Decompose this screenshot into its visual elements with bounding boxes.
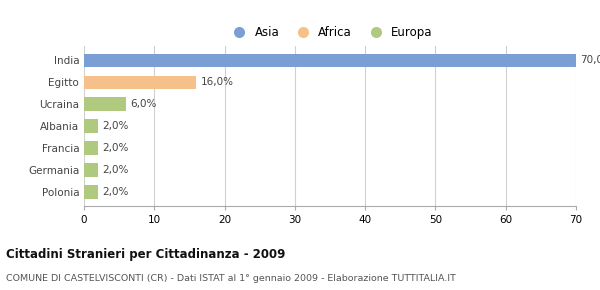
Text: COMUNE DI CASTELVISCONTI (CR) - Dati ISTAT al 1° gennaio 2009 - Elaborazione TUT: COMUNE DI CASTELVISCONTI (CR) - Dati IST… xyxy=(6,274,456,283)
Text: 2,0%: 2,0% xyxy=(102,143,128,153)
Text: 70,0%: 70,0% xyxy=(580,55,600,66)
Bar xyxy=(84,119,98,133)
Text: 2,0%: 2,0% xyxy=(102,187,128,197)
Text: Cittadini Stranieri per Cittadinanza - 2009: Cittadini Stranieri per Cittadinanza - 2… xyxy=(6,248,286,261)
Bar xyxy=(84,97,126,111)
Bar xyxy=(84,185,98,199)
Text: 2,0%: 2,0% xyxy=(102,121,128,131)
Text: 16,0%: 16,0% xyxy=(200,77,233,87)
Legend: Asia, Africa, Europa: Asia, Africa, Europa xyxy=(225,23,435,41)
Bar xyxy=(84,76,196,89)
Text: 6,0%: 6,0% xyxy=(130,99,157,109)
Bar xyxy=(84,141,98,155)
Text: 2,0%: 2,0% xyxy=(102,165,128,175)
Bar xyxy=(84,54,576,67)
Bar xyxy=(84,163,98,177)
